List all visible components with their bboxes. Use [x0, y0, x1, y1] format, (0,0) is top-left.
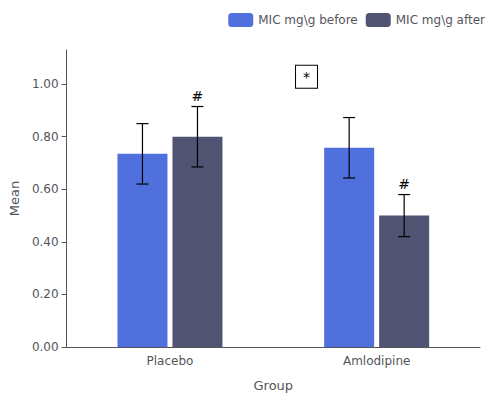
svg-text:0.00: 0.00	[32, 340, 59, 354]
svg-text:#: #	[192, 88, 204, 104]
svg-text:Amlodipine: Amlodipine	[343, 354, 410, 368]
svg-text:Placebo: Placebo	[147, 354, 194, 368]
svg-text:#: #	[398, 176, 410, 192]
svg-text:0.60: 0.60	[32, 182, 59, 196]
svg-text:1.00: 1.00	[32, 77, 59, 91]
svg-text:Mean: Mean	[7, 181, 22, 216]
svg-text:0.20: 0.20	[32, 287, 59, 301]
svg-text:MIC mg\g after: MIC mg\g after	[396, 13, 485, 27]
svg-text:MIC mg\g before: MIC mg\g before	[258, 13, 358, 27]
svg-text:0.40: 0.40	[32, 235, 59, 249]
svg-text:0.80: 0.80	[32, 130, 59, 144]
svg-text:Group: Group	[254, 378, 294, 393]
svg-text:*: *	[303, 69, 310, 85]
